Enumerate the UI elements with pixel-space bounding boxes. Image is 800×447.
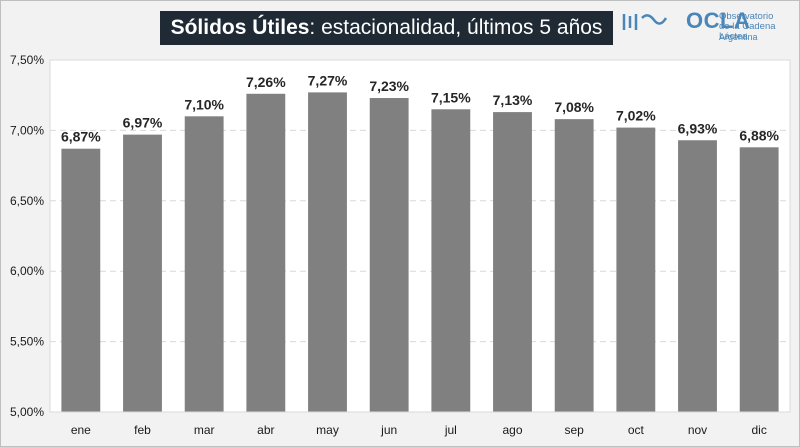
x-tick-label: abr xyxy=(257,423,274,437)
y-tick-label: 7,00% xyxy=(10,123,44,137)
bar xyxy=(493,112,532,412)
y-tick-label: 6,50% xyxy=(10,194,44,208)
bar xyxy=(554,119,594,413)
data-label: 7,23% xyxy=(369,78,409,94)
logo-line3: Argentina xyxy=(719,32,758,42)
y-tick-label: 6,00% xyxy=(10,264,44,278)
data-label: 6,88% xyxy=(739,127,779,143)
data-label: 6,97% xyxy=(123,115,163,131)
bar xyxy=(678,140,717,413)
bar xyxy=(61,148,101,413)
data-labels: 6,87% 6,97% 7,10% 7,26% 7,27% 7,23% 7,15% 7,13%… xyxy=(61,72,780,144)
chart-title-bold: Sólidos Útiles xyxy=(170,16,310,39)
ocla-logo: OCLA Observatorio de la Cadena Láctea Ar… xyxy=(622,8,792,48)
bar xyxy=(246,93,286,413)
data-label: 7,13% xyxy=(493,92,533,108)
x-tick-label: sep xyxy=(564,423,584,437)
data-label: 7,26% xyxy=(246,74,286,90)
data-label: 7,02% xyxy=(616,108,656,124)
bar xyxy=(184,116,224,412)
x-tick-label: oct xyxy=(628,423,645,437)
chart-title-rest: : estacionalidad, últimos 5 años xyxy=(309,16,603,39)
x-tick-label: may xyxy=(316,423,339,437)
milk-wave-icon xyxy=(622,14,668,30)
data-label: 6,93% xyxy=(678,120,718,136)
x-axis: ene feb mar abr may jun jul ago sep oct nov dic xyxy=(71,423,767,437)
x-tick-label: feb xyxy=(134,423,151,437)
y-tick-label: 5,50% xyxy=(10,335,44,349)
bar xyxy=(308,92,347,412)
data-label: 7,15% xyxy=(431,89,471,105)
bar xyxy=(123,134,162,412)
x-tick-label: mar xyxy=(194,423,215,437)
logo-line1: Observatorio xyxy=(719,11,774,22)
data-label: 7,27% xyxy=(308,72,348,88)
data-label: 7,10% xyxy=(184,96,224,112)
bar xyxy=(739,147,779,412)
x-tick-label: jul xyxy=(444,423,457,437)
x-tick-label: jun xyxy=(380,423,397,437)
x-tick-label: ago xyxy=(502,423,522,437)
logo-subtitle: Observatorio de la Cadena Láctea xyxy=(719,12,792,42)
bar xyxy=(431,109,471,412)
y-tick-label: 7,50% xyxy=(10,53,44,67)
data-label: 6,87% xyxy=(61,129,101,145)
bar xyxy=(616,127,656,413)
grid-lines xyxy=(50,129,790,343)
bars xyxy=(61,92,779,413)
x-tick-label: ene xyxy=(71,423,91,437)
plot-area xyxy=(49,59,791,413)
y-tick-label: 5,00% xyxy=(10,405,44,419)
data-label: 7,08% xyxy=(554,99,594,115)
x-tick-label: nov xyxy=(688,423,707,437)
chart-title: Sólidos Útiles: estacionalidad, últimos … xyxy=(160,11,613,45)
x-tick-label: dic xyxy=(751,423,766,437)
y-axis: 5,00% 5,50% 6,00% 6,50% 7,00% 7,50% xyxy=(10,53,44,419)
logo-name: OCLA xyxy=(686,8,751,33)
logo-line2: de la Cadena Láctea xyxy=(719,21,776,42)
bar xyxy=(369,98,409,413)
